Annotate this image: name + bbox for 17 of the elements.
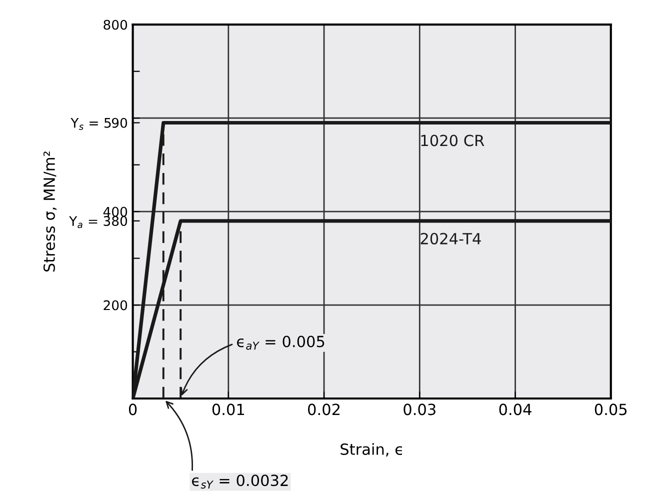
series-label: 2024-T4 <box>420 232 481 244</box>
x-tick-label: 0.01 <box>212 404 244 416</box>
x-tick-label: 0.03 <box>404 404 436 416</box>
y-tick-label: 800 <box>104 20 128 30</box>
y-tick-label: Y$_{s}$ = 590 <box>70 118 128 130</box>
x-tick-label: 0 <box>128 404 137 416</box>
y-tick-label: 200 <box>104 300 128 310</box>
annotation: ϵ$_{aY}$ = 0.005 <box>237 336 324 350</box>
y-tick-label: 400 <box>103 206 128 217</box>
x-tick-label: 0.05 <box>594 404 627 416</box>
x-tick-label: 0.04 <box>499 404 532 416</box>
x-axis-title: Strain, ϵ <box>340 443 402 457</box>
y-axis-title: Stress σ, MN/m² <box>43 152 57 272</box>
series-label: 1020 CR <box>421 134 484 146</box>
y-tick-label: Y$_{a}$ = 380 <box>69 216 128 228</box>
annotation: ϵ$_{sY}$ = 0.0032 <box>192 474 288 489</box>
x-tick-label: 0.02 <box>308 404 340 416</box>
